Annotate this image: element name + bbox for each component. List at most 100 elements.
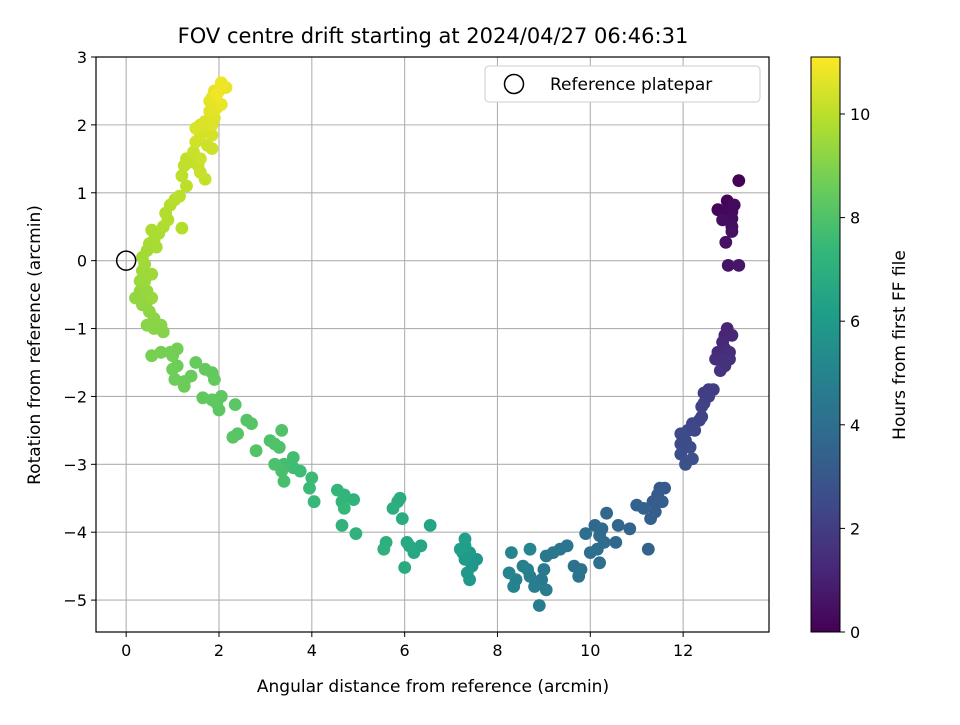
data-point bbox=[523, 542, 537, 556]
data-point bbox=[177, 379, 191, 393]
data-point bbox=[249, 444, 263, 458]
data-point bbox=[145, 223, 159, 237]
legend-label-reference: Reference platepar bbox=[550, 75, 712, 95]
plot-frame bbox=[95, 56, 770, 633]
data-point bbox=[145, 291, 159, 305]
x-axis-ticks: 0 2 4 6 8 10 12 bbox=[121, 632, 693, 660]
data-point bbox=[168, 373, 182, 386]
data-point bbox=[175, 169, 189, 183]
data-point bbox=[725, 328, 739, 342]
data-point bbox=[228, 398, 242, 411]
data-point bbox=[307, 495, 321, 509]
data-point bbox=[579, 527, 593, 540]
data-point bbox=[732, 259, 746, 272]
data-point bbox=[609, 536, 623, 549]
data-point bbox=[377, 542, 391, 556]
data-point bbox=[644, 512, 657, 525]
y-tick-label: −5 bbox=[63, 591, 87, 610]
data-point bbox=[719, 235, 733, 249]
reference-marker bbox=[115, 250, 137, 271]
data-point bbox=[196, 391, 210, 405]
x-tick-label: 4 bbox=[307, 641, 317, 660]
data-point bbox=[145, 267, 159, 281]
data-point bbox=[173, 189, 186, 203]
data-point bbox=[337, 502, 351, 515]
data-point bbox=[286, 451, 300, 464]
data-point bbox=[695, 400, 709, 413]
data-point bbox=[683, 440, 697, 454]
data-point bbox=[727, 198, 741, 212]
data-point bbox=[194, 152, 207, 166]
x-tick-label: 10 bbox=[580, 641, 600, 660]
y-tick-label: 1 bbox=[77, 184, 87, 203]
data-point bbox=[583, 546, 597, 559]
data-point bbox=[721, 259, 735, 272]
y-tick-label: −1 bbox=[63, 320, 87, 339]
x-tick-label: 6 bbox=[400, 641, 410, 660]
data-point bbox=[205, 142, 219, 156]
data-point bbox=[623, 522, 637, 536]
data-point bbox=[194, 166, 207, 179]
y-tick-label: 3 bbox=[77, 48, 87, 67]
data-point bbox=[166, 362, 180, 376]
data-point bbox=[507, 580, 521, 593]
data-point bbox=[163, 345, 177, 359]
data-point bbox=[600, 506, 613, 520]
data-point bbox=[205, 128, 219, 142]
data-point bbox=[305, 471, 319, 485]
data-point bbox=[275, 424, 289, 437]
colorbar bbox=[810, 56, 841, 633]
legend-box bbox=[484, 65, 761, 103]
y-axis-label: Rotation from reference (arcmin) bbox=[25, 205, 45, 485]
data-point bbox=[537, 563, 551, 576]
chart-title: FOV centre drift starting at 2024/04/27 … bbox=[178, 24, 689, 48]
data-point bbox=[268, 437, 282, 451]
data-point bbox=[245, 417, 258, 430]
data-point bbox=[521, 563, 534, 576]
x-tick-label: 0 bbox=[121, 641, 131, 660]
data-point bbox=[395, 512, 409, 525]
data-point bbox=[398, 561, 412, 574]
data-point bbox=[572, 569, 586, 583]
data-point bbox=[593, 556, 606, 570]
data-point bbox=[303, 481, 316, 495]
data-point bbox=[637, 502, 651, 515]
data-point bbox=[539, 549, 553, 563]
colorbar-tick-label: 6 bbox=[850, 312, 860, 331]
colorbar-ticks: 0 2 4 6 8 10 bbox=[840, 105, 870, 642]
data-point bbox=[277, 474, 291, 488]
data-point bbox=[189, 121, 203, 135]
x-axis-label: Angular distance from reference (arcmin) bbox=[257, 677, 609, 697]
data-point bbox=[502, 566, 516, 580]
data-point bbox=[145, 349, 159, 363]
data-point bbox=[453, 542, 467, 556]
y-tick-label: −3 bbox=[63, 455, 87, 474]
colorbar-label: Hours from first FF file bbox=[890, 250, 910, 440]
data-point bbox=[133, 274, 147, 288]
data-point bbox=[335, 519, 349, 532]
data-point bbox=[641, 542, 655, 556]
data-points bbox=[129, 76, 746, 612]
data-point bbox=[268, 457, 282, 471]
data-point bbox=[674, 447, 688, 461]
data-point bbox=[189, 356, 203, 369]
data-point bbox=[423, 519, 437, 532]
data-point bbox=[208, 373, 221, 386]
data-point bbox=[713, 364, 727, 377]
data-point bbox=[679, 457, 692, 471]
data-point bbox=[646, 495, 660, 509]
data-point bbox=[175, 221, 189, 235]
data-point bbox=[226, 430, 240, 444]
colorbar-tick-label: 4 bbox=[850, 416, 860, 435]
y-tick-label: 2 bbox=[77, 116, 87, 135]
data-point bbox=[400, 536, 414, 549]
data-point bbox=[655, 495, 669, 509]
y-tick-label: −2 bbox=[63, 387, 87, 406]
data-point bbox=[331, 483, 344, 497]
data-point bbox=[611, 519, 625, 532]
legend-marker bbox=[503, 73, 525, 95]
reference-platepar-point bbox=[115, 250, 137, 271]
data-point bbox=[505, 546, 518, 559]
